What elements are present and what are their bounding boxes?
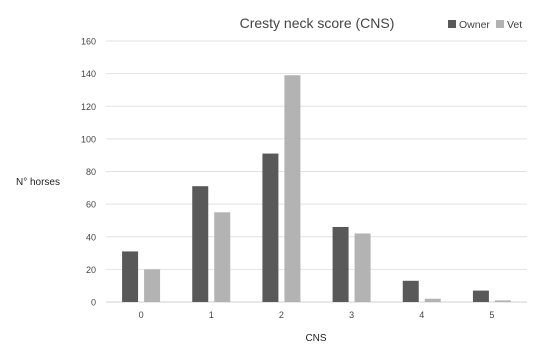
chart-title: Cresty neck score (CNS) <box>240 15 395 31</box>
x-tick-label: 1 <box>209 310 214 320</box>
bar-owner-cns-2 <box>262 153 279 302</box>
bar-vet-cns-4 <box>424 298 441 302</box>
y-tick-label: 100 <box>81 134 96 144</box>
legend-swatch-vet <box>496 20 504 28</box>
y-tick-label: 60 <box>86 200 96 210</box>
y-tick-label: 80 <box>86 167 96 177</box>
bar-vet-cns-1 <box>214 212 231 302</box>
y-tick-labels: 0 20 40 60 80 100 120 140 160 <box>81 37 96 308</box>
y-tick-label: 140 <box>81 69 96 79</box>
bar-owner-cns-0 <box>122 251 139 302</box>
bar-vet-cns-5 <box>494 300 511 302</box>
legend-swatch-owner <box>448 20 456 28</box>
bar-vet-cns-0 <box>144 269 161 302</box>
x-tick-label: 4 <box>419 310 424 320</box>
y-tick-label: 120 <box>81 102 96 112</box>
legend-label-vet: Vet <box>507 19 522 31</box>
x-tick-label: 2 <box>279 310 284 320</box>
bar-owner-cns-1 <box>192 186 209 302</box>
legend: Owner Vet <box>448 19 522 31</box>
y-tick-label: 0 <box>91 298 96 308</box>
y-axis-label: N° horses <box>16 177 60 188</box>
bar-owner-cns-5 <box>472 290 489 302</box>
bar-owner-cns-4 <box>402 280 419 302</box>
x-tick-label: 3 <box>349 310 354 320</box>
legend-label-owner: Owner <box>459 19 490 31</box>
x-tick-label: 0 <box>139 310 144 320</box>
y-tick-label: 160 <box>81 37 96 47</box>
bars <box>122 75 511 302</box>
x-tick-labels: 0 1 2 3 4 5 <box>139 310 495 320</box>
x-tick-label: 5 <box>489 310 494 320</box>
gridlines <box>106 40 527 303</box>
bar-vet-cns-2 <box>284 75 301 302</box>
x-axis-label: CNS <box>305 333 326 343</box>
bar-vet-cns-3 <box>354 233 371 302</box>
y-tick-label: 40 <box>86 232 96 242</box>
bar-owner-cns-3 <box>332 226 349 302</box>
y-tick-label: 20 <box>86 265 96 275</box>
